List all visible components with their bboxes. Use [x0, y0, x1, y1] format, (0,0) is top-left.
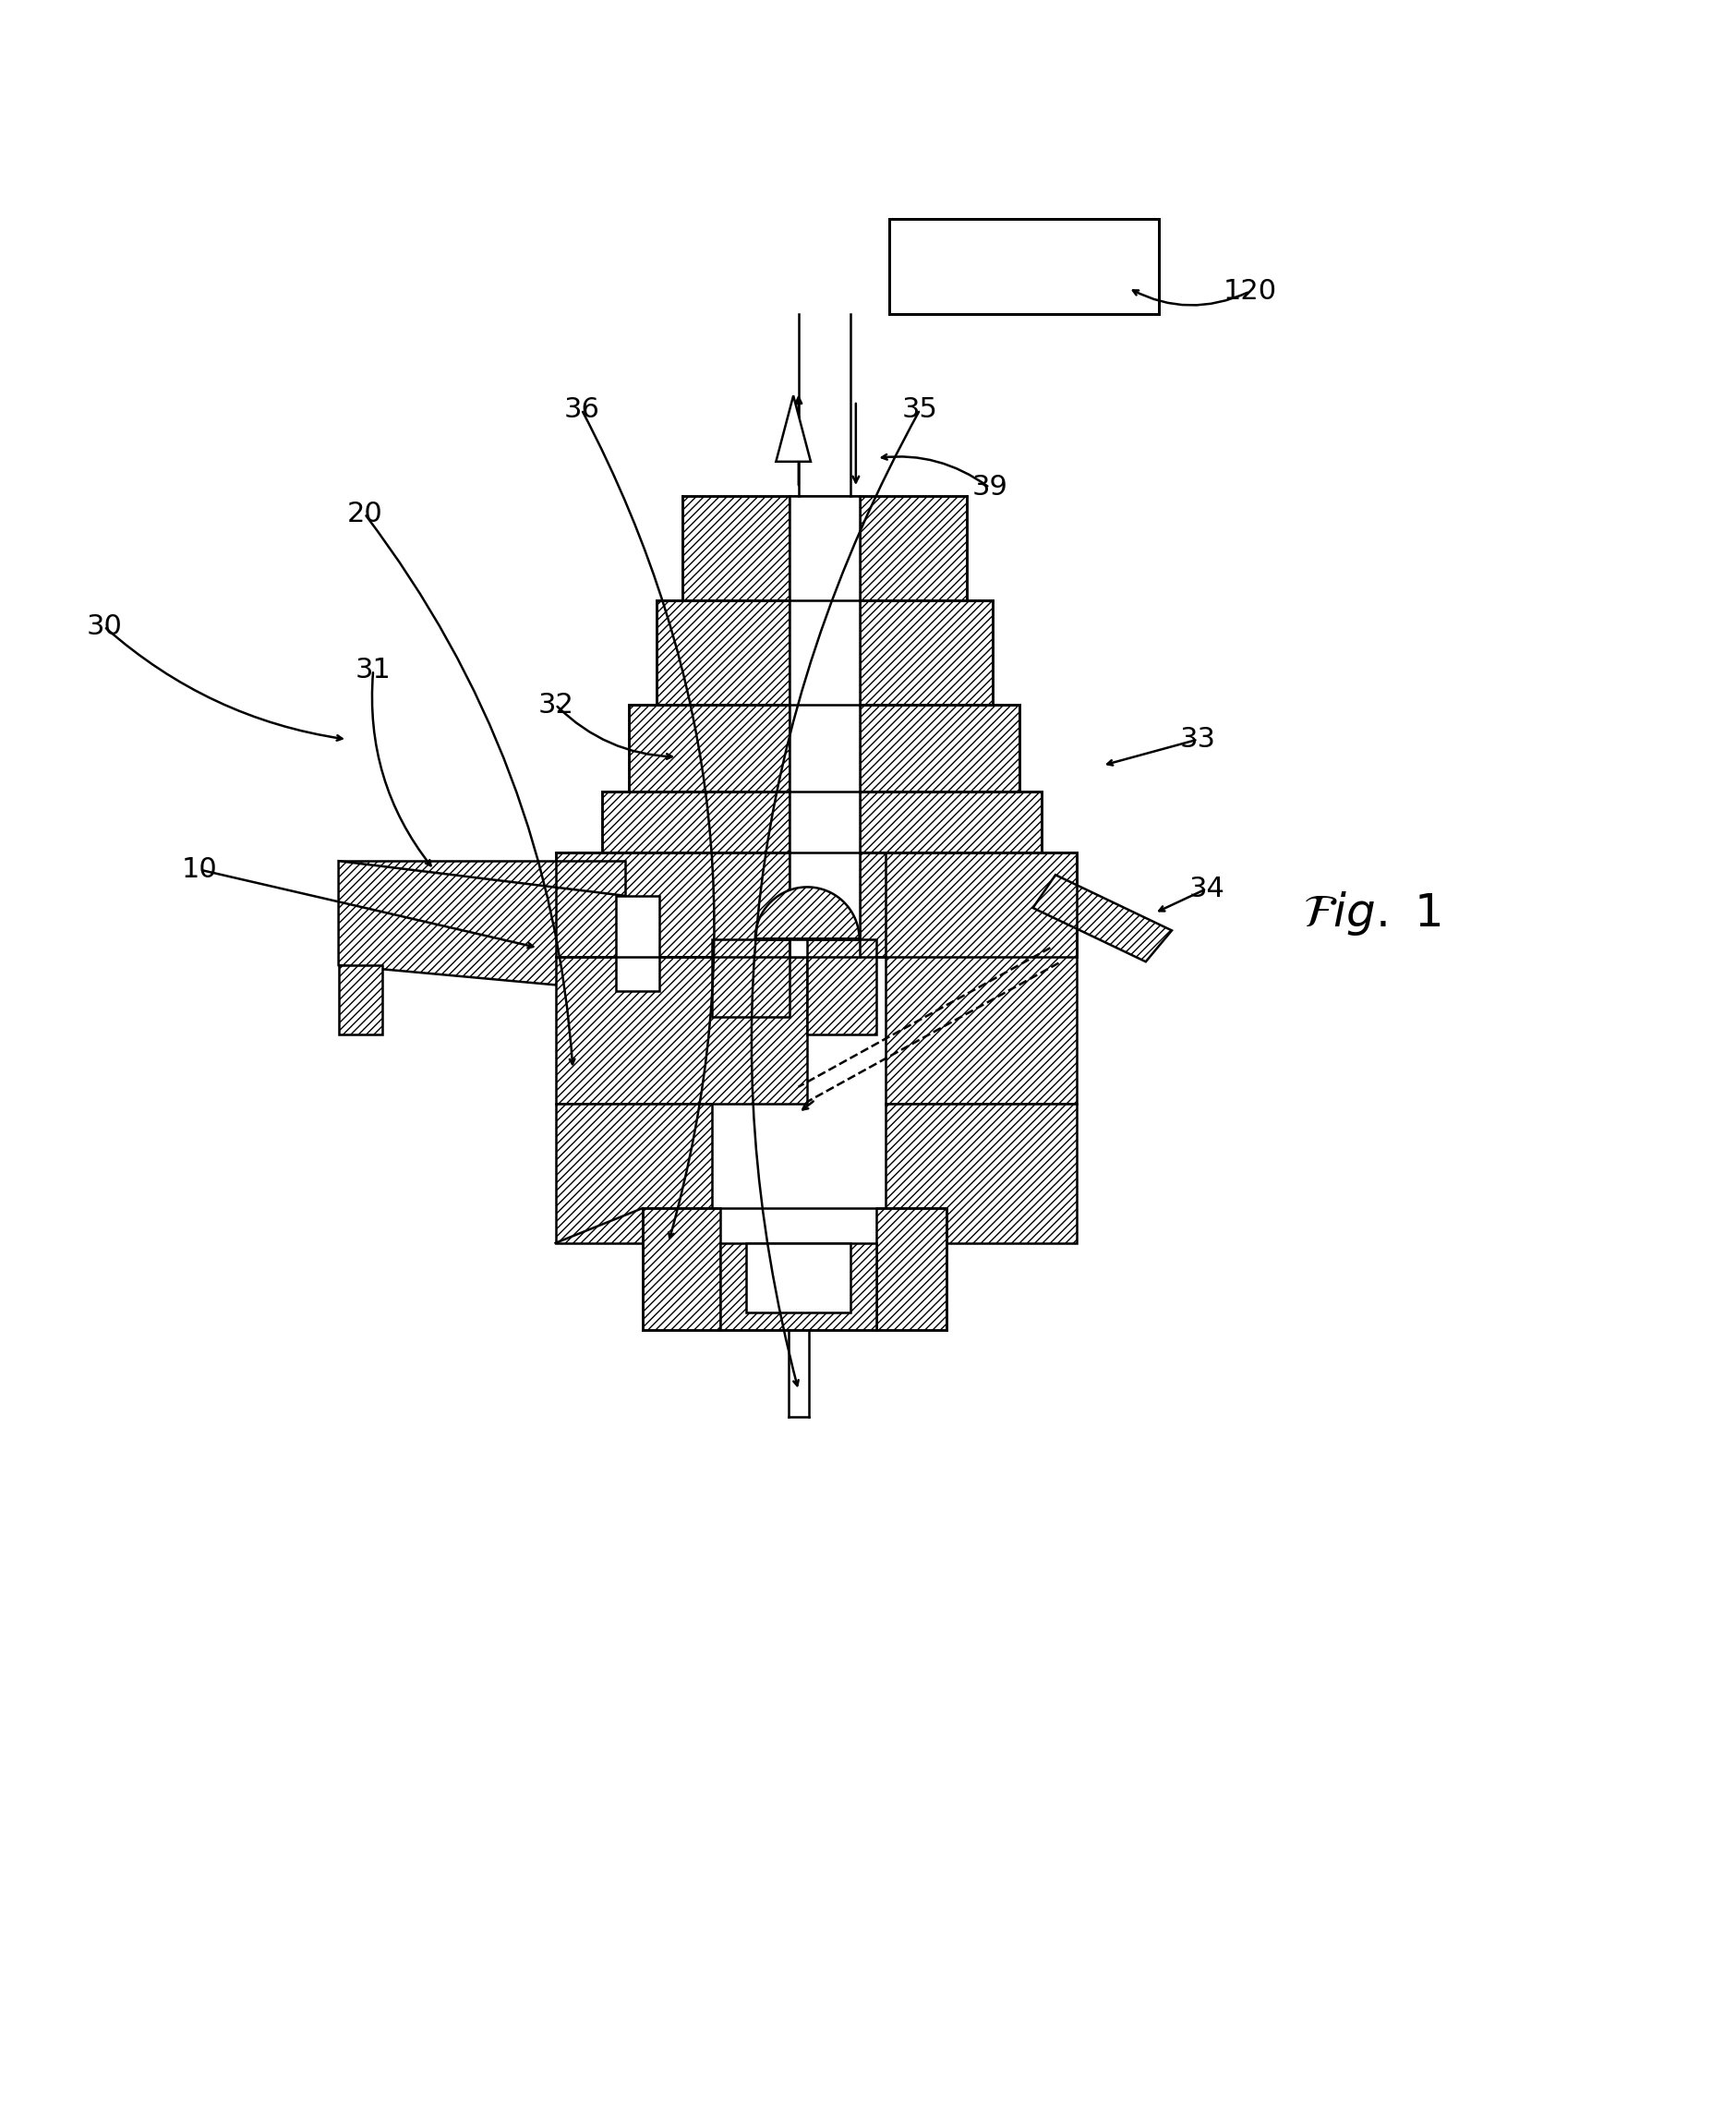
Polygon shape	[790, 852, 859, 957]
Polygon shape	[807, 938, 877, 1035]
Text: 32: 32	[538, 692, 573, 717]
Polygon shape	[712, 938, 790, 1016]
Text: 10: 10	[182, 856, 217, 884]
Text: 30: 30	[87, 612, 122, 640]
Polygon shape	[859, 600, 993, 705]
Text: $\mathcal{F}ig.\ 1$: $\mathcal{F}ig.\ 1$	[1302, 890, 1441, 936]
Polygon shape	[885, 852, 1076, 1105]
Polygon shape	[859, 497, 967, 600]
Polygon shape	[859, 705, 1019, 791]
Text: 20: 20	[347, 501, 382, 528]
Polygon shape	[790, 705, 859, 791]
Polygon shape	[885, 1105, 1076, 1243]
Text: 34: 34	[1189, 875, 1224, 903]
Text: 33: 33	[1180, 726, 1215, 753]
Polygon shape	[642, 1208, 720, 1330]
Polygon shape	[339, 861, 625, 991]
Polygon shape	[339, 861, 625, 966]
Polygon shape	[776, 396, 811, 461]
Polygon shape	[746, 1243, 851, 1313]
Polygon shape	[556, 852, 790, 957]
Polygon shape	[602, 791, 790, 852]
Polygon shape	[628, 705, 790, 791]
Text: 35: 35	[903, 396, 937, 423]
Polygon shape	[790, 600, 859, 705]
Polygon shape	[339, 966, 382, 1035]
Polygon shape	[790, 497, 859, 600]
Polygon shape	[877, 1208, 946, 1330]
Text: 36: 36	[564, 396, 599, 423]
Polygon shape	[755, 888, 859, 938]
Text: 39: 39	[972, 473, 1007, 501]
Polygon shape	[859, 791, 1042, 852]
Polygon shape	[682, 497, 790, 600]
Polygon shape	[616, 896, 660, 991]
Polygon shape	[859, 852, 1076, 957]
Text: 120: 120	[1224, 278, 1276, 305]
Polygon shape	[790, 791, 859, 852]
Polygon shape	[1033, 875, 1172, 962]
Polygon shape	[889, 219, 1160, 313]
Polygon shape	[556, 957, 807, 1105]
Polygon shape	[656, 600, 790, 705]
Polygon shape	[720, 1243, 877, 1330]
Polygon shape	[556, 1105, 712, 1243]
Text: 31: 31	[356, 656, 391, 684]
Polygon shape	[790, 497, 859, 600]
